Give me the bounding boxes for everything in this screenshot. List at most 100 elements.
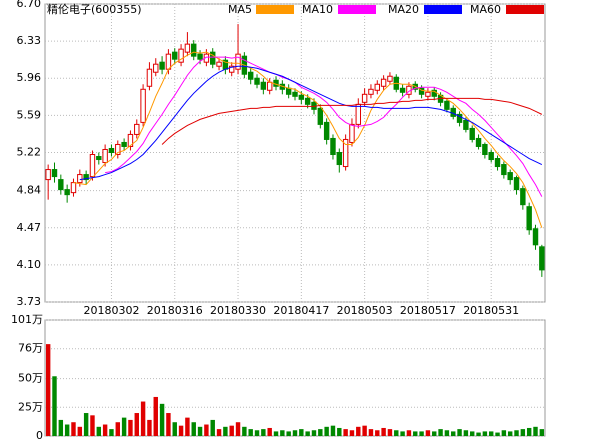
- volume-bar: [204, 424, 209, 436]
- volume-bar: [166, 413, 171, 436]
- volume-bar: [470, 431, 475, 436]
- volume-tick-label: 25万: [18, 400, 43, 413]
- candle-body: [444, 100, 450, 110]
- volume-bar: [267, 427, 272, 436]
- candle-body: [355, 103, 362, 125]
- candle-body: [266, 81, 273, 91]
- volume-bar: [507, 431, 513, 436]
- volume-tick-label: 50万: [18, 372, 43, 385]
- volume-bar: [375, 430, 380, 436]
- volume-bar: [58, 419, 64, 436]
- x-tick-label: 20180417: [273, 304, 329, 317]
- y-tick-label: 4.10: [17, 258, 42, 271]
- volume-bar: [305, 431, 310, 436]
- candle-body: [235, 53, 241, 70]
- x-tick-label: 20180517: [400, 304, 456, 317]
- candle-body: [51, 169, 58, 178]
- volume-bar: [387, 429, 393, 436]
- candle-body: [178, 48, 184, 63]
- volume-bar: [368, 429, 374, 436]
- volume-bar: [444, 430, 450, 436]
- candle-body: [501, 164, 507, 176]
- candle-body: [323, 121, 330, 140]
- ma-line: [73, 51, 543, 228]
- volume-bar: [318, 429, 323, 436]
- volume-bar: [432, 431, 437, 436]
- volume-bar: [533, 426, 538, 436]
- volume-bar: [311, 430, 317, 436]
- candle-body: [285, 87, 292, 95]
- legend-swatch: [256, 5, 294, 14]
- volume-bar: [102, 424, 108, 436]
- candle-body: [254, 77, 260, 85]
- volume-bar: [394, 430, 399, 436]
- volume-bar: [159, 403, 165, 436]
- candle-body: [298, 94, 305, 100]
- volume-tick-label: 76万: [18, 342, 43, 355]
- candle-body: [507, 172, 513, 181]
- candle-body: [77, 174, 83, 184]
- volume-bar: [349, 430, 355, 436]
- volume-bar: [185, 417, 190, 436]
- candle-body: [159, 61, 165, 70]
- legend-label: MA5: [228, 3, 252, 16]
- volume-tick-label: 101万: [11, 313, 43, 326]
- candle-body: [380, 78, 387, 87]
- x-tick-label: 20180302: [83, 304, 139, 317]
- volume-bar: [254, 430, 260, 436]
- volume-frame: [44, 319, 546, 437]
- y-tick-label: 4.47: [17, 221, 42, 234]
- volume-bar: [273, 431, 279, 436]
- candle-body: [115, 143, 121, 156]
- candle-body: [431, 89, 437, 97]
- candle-body: [469, 127, 475, 140]
- volume-bar: [451, 431, 456, 436]
- volume-bar: [172, 422, 177, 436]
- candle-body: [134, 123, 140, 135]
- candle-body: [127, 133, 134, 147]
- candle-body: [108, 147, 115, 153]
- legend-swatch: [338, 5, 376, 14]
- ma-line: [105, 56, 543, 197]
- volume-bar: [223, 426, 228, 436]
- volume-bar: [381, 427, 386, 436]
- volume-bar: [235, 422, 241, 436]
- candle-body: [70, 182, 77, 194]
- x-tick-label: 20180503: [337, 304, 393, 317]
- volume-bar: [356, 426, 361, 436]
- candle-body: [292, 91, 298, 97]
- y-tick-label: 5.96: [17, 71, 42, 84]
- candle-body: [102, 148, 108, 164]
- legend-swatch: [506, 5, 544, 14]
- y-tick-label: 6.70: [17, 0, 42, 10]
- volume-bar: [514, 430, 519, 436]
- y-tick-label: 3.73: [17, 295, 42, 308]
- volume-bar: [286, 431, 291, 436]
- volume-bar: [280, 430, 285, 436]
- volume-bar: [216, 429, 222, 436]
- volume-bar: [495, 432, 500, 436]
- volume-bar: [324, 426, 329, 436]
- candle-body: [482, 143, 488, 156]
- volume-bar: [406, 430, 412, 436]
- ma-line: [79, 65, 543, 181]
- volume-bar: [134, 413, 139, 436]
- volume-bar: [77, 426, 83, 436]
- volume-bar: [463, 430, 469, 436]
- candle-body: [96, 156, 102, 161]
- volume-bar: [419, 431, 424, 436]
- legend-label: MA60: [470, 3, 501, 16]
- volume-bar: [292, 430, 298, 436]
- candle-body: [228, 65, 235, 73]
- volume-bar: [147, 419, 152, 436]
- candle-body: [216, 61, 222, 67]
- volume-bar: [488, 431, 494, 436]
- candle-body: [140, 88, 146, 123]
- candle-body: [184, 43, 191, 53]
- candle-body: [172, 51, 178, 60]
- candle-body: [387, 75, 393, 82]
- candle-body: [475, 137, 482, 147]
- volume-bar: [526, 427, 532, 436]
- candle-body: [361, 93, 368, 103]
